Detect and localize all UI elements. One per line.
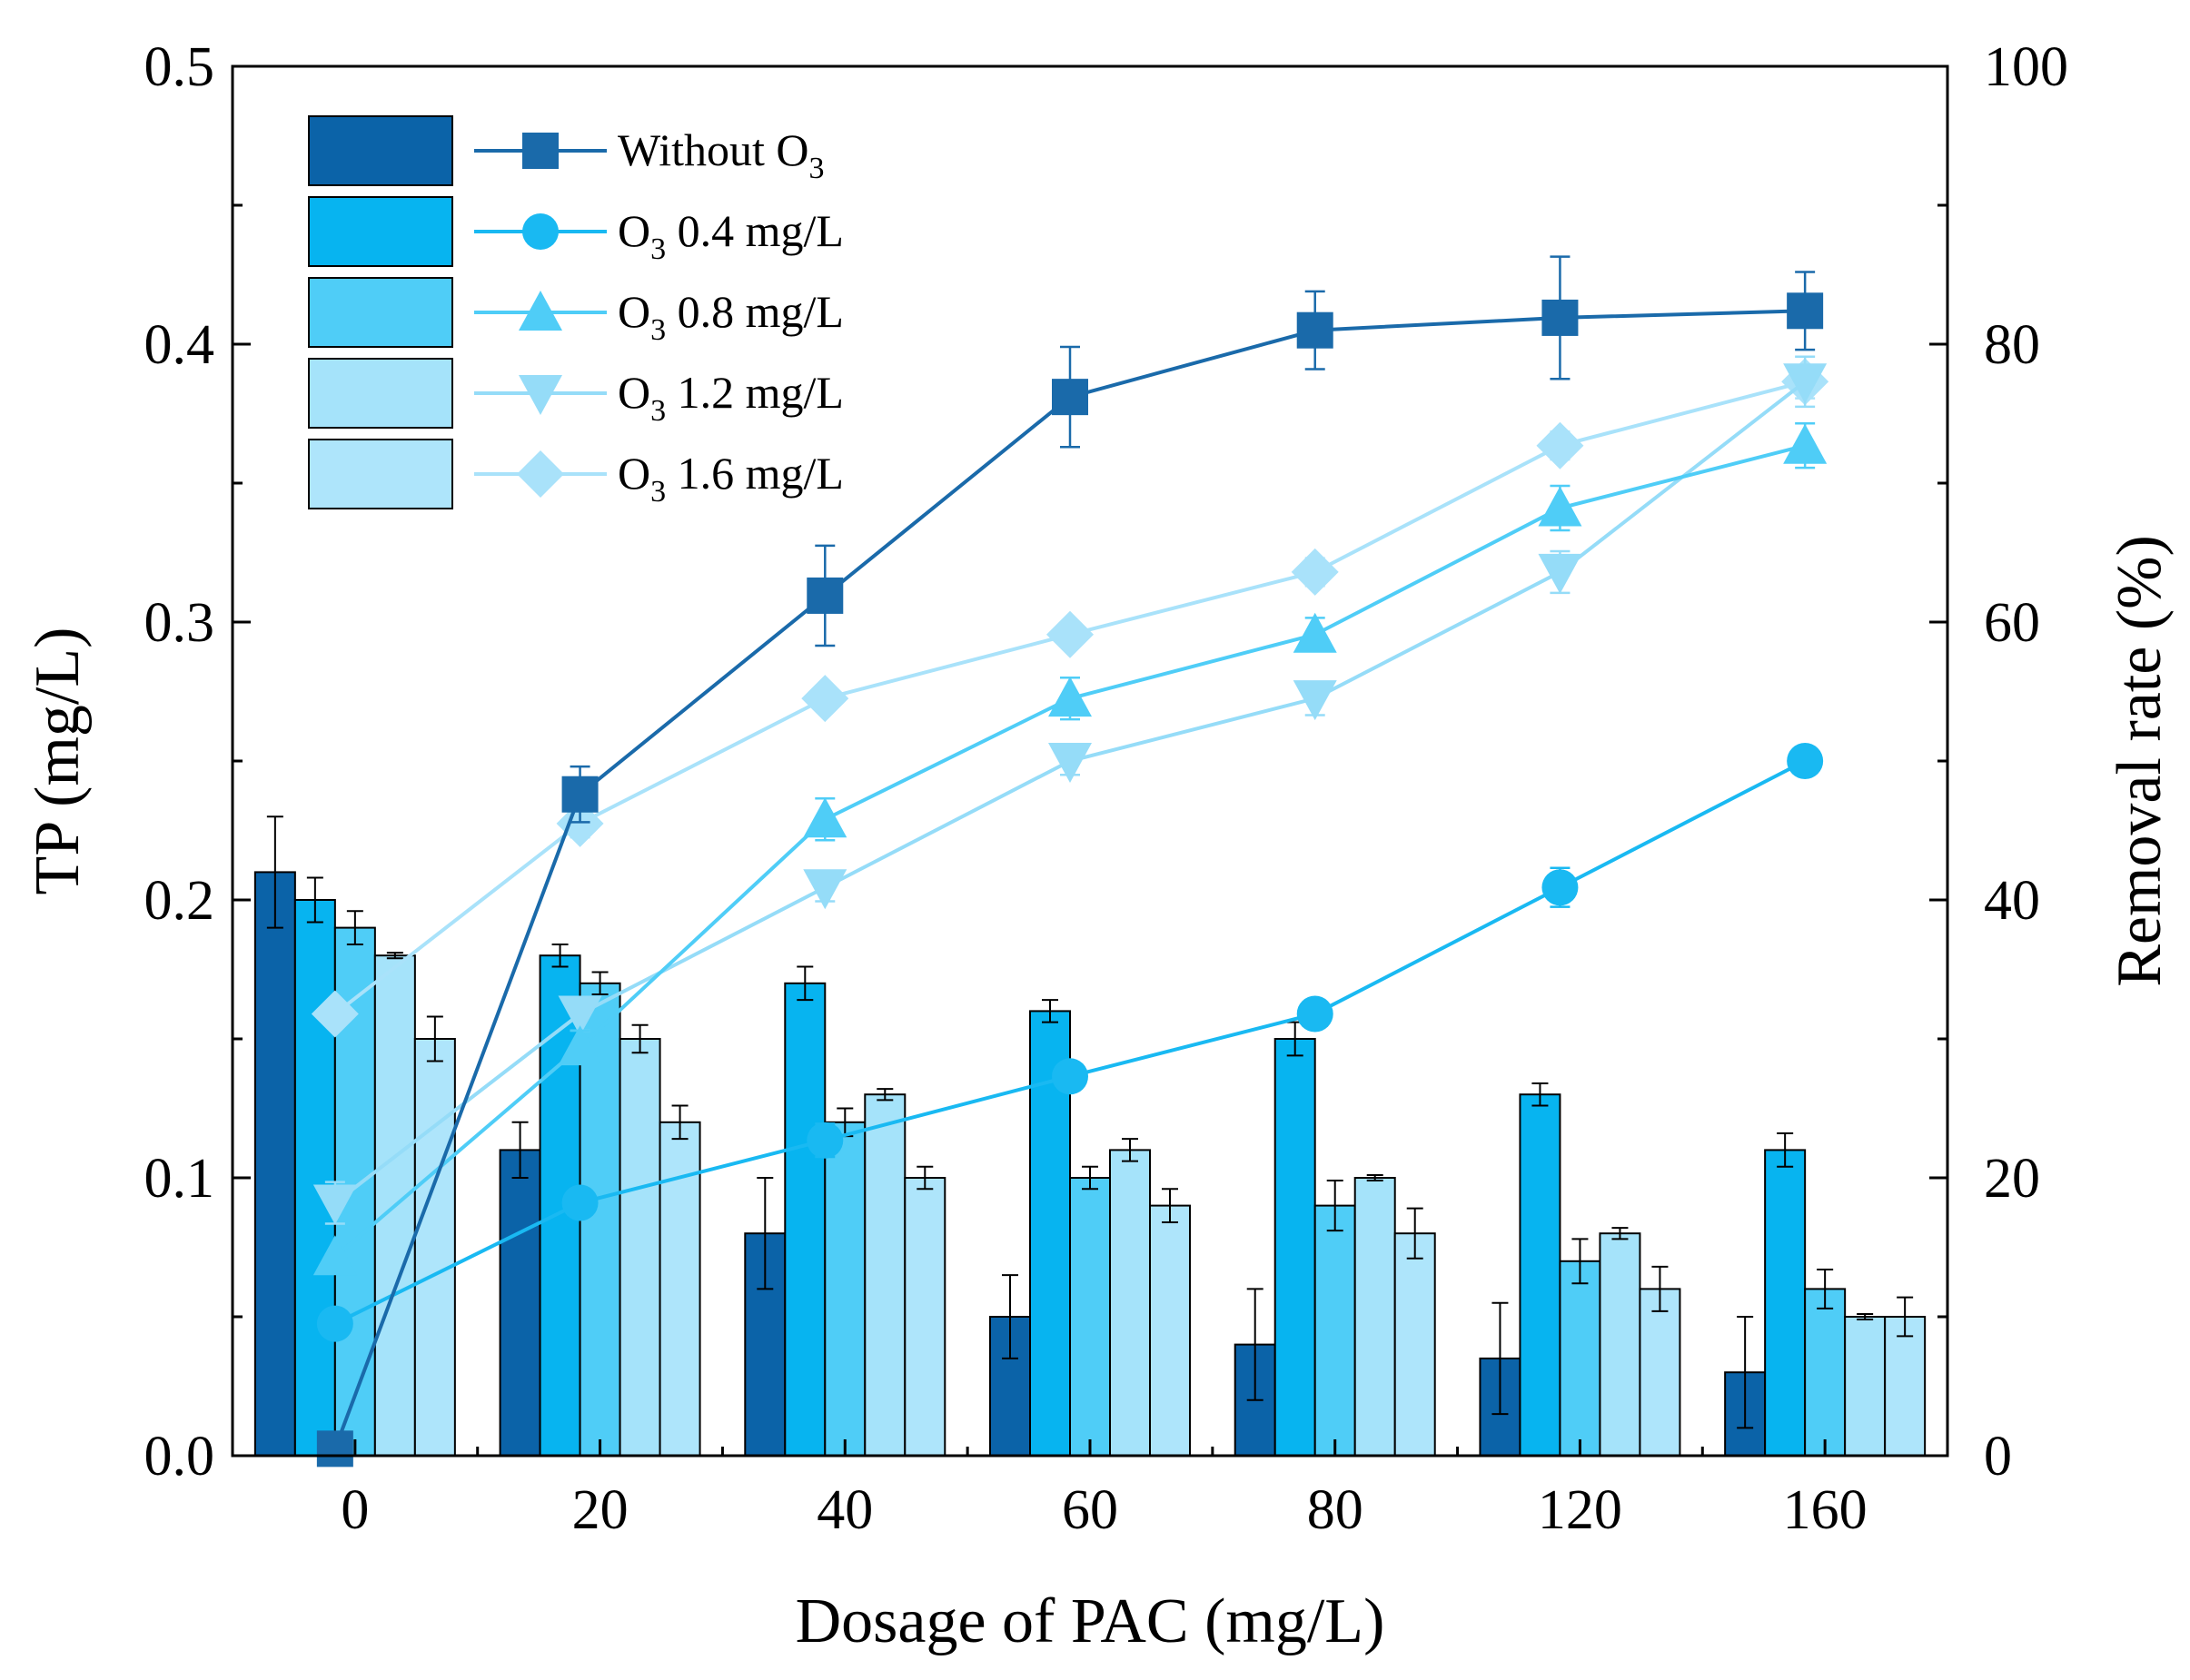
line-point bbox=[1296, 311, 1333, 349]
x-tick-label: 40 bbox=[817, 1479, 873, 1541]
line-point bbox=[522, 213, 559, 250]
y-right-tick-label: 60 bbox=[1984, 592, 2040, 654]
legend-bar-swatch bbox=[308, 439, 453, 509]
line-point bbox=[803, 797, 847, 838]
bar bbox=[499, 1149, 541, 1458]
bar bbox=[253, 871, 296, 1457]
line-point bbox=[519, 375, 562, 415]
line-point bbox=[1783, 423, 1828, 464]
bar bbox=[1149, 1204, 1191, 1457]
bar bbox=[824, 1121, 867, 1458]
y-left-tick-label: 0.1 bbox=[144, 1148, 215, 1210]
legend-label: O3 0.4 mg/L bbox=[618, 205, 844, 266]
line-point bbox=[1783, 363, 1828, 404]
bar bbox=[784, 982, 827, 1458]
legend-label: O3 0.8 mg/L bbox=[618, 286, 844, 347]
bar bbox=[619, 1038, 661, 1457]
bar bbox=[1353, 1177, 1396, 1457]
y-axis-left-title: TP (mg/L) bbox=[23, 628, 93, 895]
bar bbox=[1069, 1177, 1111, 1457]
y-right-tick-label: 0 bbox=[1984, 1426, 2012, 1487]
bar bbox=[1599, 1232, 1641, 1457]
y-left-tick-label: 0.3 bbox=[144, 592, 215, 654]
line-point bbox=[807, 577, 844, 614]
line-point bbox=[1048, 677, 1092, 717]
y-right-tick-label: 40 bbox=[1984, 870, 2040, 932]
line-point bbox=[522, 133, 559, 169]
line-point bbox=[311, 990, 359, 1038]
bar bbox=[1313, 1204, 1356, 1457]
bar bbox=[864, 1093, 907, 1457]
line-point bbox=[1296, 995, 1333, 1033]
bar bbox=[293, 899, 336, 1457]
line-point bbox=[1541, 869, 1579, 906]
line-point bbox=[1052, 379, 1088, 416]
y-left-tick-label: 0.0 bbox=[144, 1426, 215, 1487]
x-tick-label: 60 bbox=[1062, 1479, 1118, 1541]
line-point bbox=[519, 291, 562, 331]
line-point bbox=[803, 869, 847, 910]
line-point bbox=[801, 675, 849, 723]
line-point bbox=[558, 1025, 602, 1066]
bar bbox=[904, 1177, 946, 1457]
line-point bbox=[1536, 421, 1584, 469]
x-axis-title: Dosage of PAC (mg/L) bbox=[796, 1586, 1385, 1656]
ticks-layer: 0.0 0.1 0.2 0.3 0.4 0.5 0 20 40 60 80 100 0 20 40 60 80 1… bbox=[144, 36, 2069, 1541]
line-point bbox=[1293, 680, 1337, 721]
bar bbox=[413, 1038, 456, 1457]
line-point bbox=[561, 1184, 599, 1221]
line-point bbox=[312, 1235, 357, 1276]
legend-bar-swatch bbox=[308, 115, 453, 186]
lines-layer bbox=[311, 255, 1829, 1468]
line-point bbox=[1541, 299, 1579, 336]
legend: Without O3 O3 0.4 mg/L O3 0.8 mg/L O3 1.2 m… bbox=[308, 115, 844, 509]
line-point bbox=[561, 776, 599, 813]
line-point bbox=[1538, 486, 1582, 527]
bar bbox=[1884, 1316, 1927, 1457]
bar bbox=[1519, 1093, 1561, 1457]
line-point bbox=[1052, 1058, 1088, 1095]
line-point bbox=[1048, 743, 1092, 783]
y-right-tick-label: 80 bbox=[1984, 314, 2040, 376]
legend-bar-swatch bbox=[308, 196, 453, 267]
line-point bbox=[1538, 553, 1582, 594]
bar bbox=[1804, 1288, 1847, 1458]
legend-label: Without O3 bbox=[618, 124, 824, 185]
line-point bbox=[558, 995, 602, 1036]
line-point bbox=[1293, 612, 1337, 653]
line-point bbox=[1291, 548, 1339, 596]
line-point bbox=[1787, 292, 1824, 330]
line-point bbox=[1787, 743, 1824, 779]
line-point bbox=[517, 450, 564, 498]
line-point bbox=[316, 1430, 353, 1468]
line-point bbox=[1046, 610, 1094, 658]
legend-bar-swatch bbox=[308, 358, 453, 429]
bar bbox=[1559, 1260, 1601, 1458]
x-tick-label: 0 bbox=[341, 1479, 369, 1541]
bar bbox=[1764, 1149, 1807, 1458]
y-left-tick-label: 0.4 bbox=[144, 314, 215, 376]
legend-bar-swatch bbox=[308, 277, 453, 348]
bar bbox=[1273, 1038, 1316, 1457]
bar bbox=[1393, 1232, 1436, 1457]
bar bbox=[1109, 1149, 1151, 1458]
line-point bbox=[807, 1122, 844, 1159]
x-tick-label: 120 bbox=[1538, 1479, 1622, 1541]
legend-label: O3 1.2 mg/L bbox=[618, 367, 844, 428]
legend-label: O3 1.6 mg/L bbox=[618, 448, 844, 509]
y-right-tick-label: 20 bbox=[1984, 1148, 2040, 1210]
y-left-tick-label: 0.2 bbox=[144, 870, 215, 932]
line-point bbox=[316, 1305, 353, 1342]
bar bbox=[1639, 1288, 1681, 1458]
x-tick-label: 160 bbox=[1783, 1479, 1868, 1541]
y-left-tick-label: 0.5 bbox=[144, 36, 215, 98]
line-point bbox=[312, 1184, 357, 1225]
bar bbox=[1844, 1316, 1887, 1457]
bars-layer bbox=[253, 815, 1927, 1458]
x-tick-label: 20 bbox=[572, 1479, 629, 1541]
x-tick-label: 80 bbox=[1307, 1479, 1363, 1541]
y-right-tick-label: 100 bbox=[1984, 36, 2068, 98]
y-axis-right-title: Removal rate (%) bbox=[2105, 535, 2175, 987]
